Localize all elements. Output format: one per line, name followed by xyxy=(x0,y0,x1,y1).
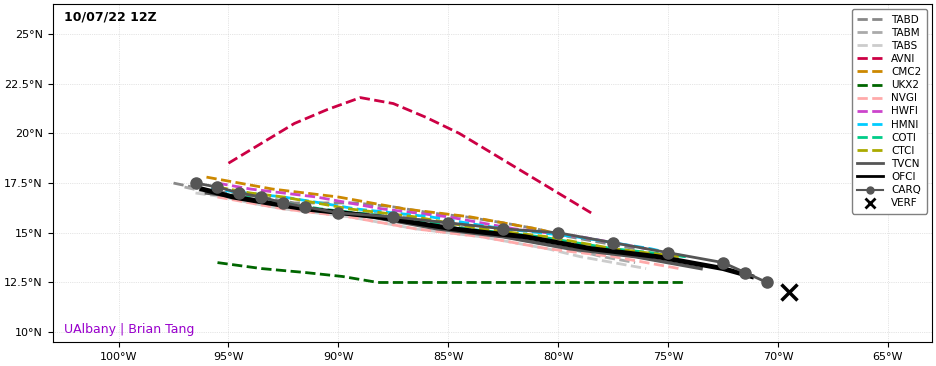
Text: UAlbany | Brian Tang: UAlbany | Brian Tang xyxy=(64,323,194,336)
Legend: TABD, TABM, TABS, AVNI, CMC2, UKX2, NVGI, HWFI, HMNI, COTI, CTCI, TVCN, OFCI, CA: TABD, TABM, TABS, AVNI, CMC2, UKX2, NVGI… xyxy=(852,10,927,213)
Text: 10/07/22 12Z: 10/07/22 12Z xyxy=(64,10,156,23)
